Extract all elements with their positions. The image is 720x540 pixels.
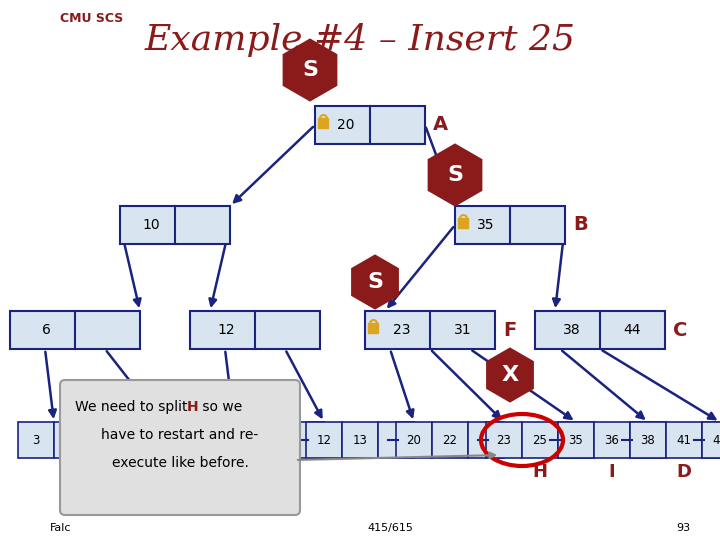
Text: 20: 20 xyxy=(407,434,421,447)
FancyBboxPatch shape xyxy=(486,422,522,458)
Text: 22: 22 xyxy=(443,434,457,447)
Text: X: X xyxy=(501,365,518,385)
FancyBboxPatch shape xyxy=(558,422,594,458)
Text: 23: 23 xyxy=(497,434,511,447)
Text: 41: 41 xyxy=(677,434,691,447)
FancyBboxPatch shape xyxy=(630,422,666,458)
Text: 12: 12 xyxy=(317,434,331,447)
FancyBboxPatch shape xyxy=(162,422,198,458)
Text: S: S xyxy=(447,165,463,185)
Text: C: C xyxy=(673,321,688,340)
FancyBboxPatch shape xyxy=(90,422,126,458)
Text: 3: 3 xyxy=(32,434,40,447)
FancyBboxPatch shape xyxy=(558,422,594,458)
Text: 4: 4 xyxy=(68,434,76,447)
Text: H: H xyxy=(533,463,547,481)
FancyBboxPatch shape xyxy=(378,422,414,458)
Text: 12: 12 xyxy=(217,323,235,337)
FancyBboxPatch shape xyxy=(190,311,320,349)
Text: 9: 9 xyxy=(176,434,184,447)
Text: 35: 35 xyxy=(569,434,583,447)
Text: I: I xyxy=(608,463,616,481)
Polygon shape xyxy=(487,349,533,401)
Text: 31: 31 xyxy=(454,323,472,337)
FancyBboxPatch shape xyxy=(702,422,720,458)
Polygon shape xyxy=(284,40,336,100)
FancyBboxPatch shape xyxy=(60,380,300,515)
FancyBboxPatch shape xyxy=(216,422,252,458)
FancyBboxPatch shape xyxy=(315,106,425,144)
FancyBboxPatch shape xyxy=(342,422,378,458)
FancyBboxPatch shape xyxy=(535,311,665,349)
FancyBboxPatch shape xyxy=(666,422,702,458)
FancyBboxPatch shape xyxy=(522,422,558,458)
FancyBboxPatch shape xyxy=(306,422,342,458)
FancyBboxPatch shape xyxy=(365,311,495,349)
Text: 38: 38 xyxy=(562,323,580,337)
Text: 23: 23 xyxy=(392,323,410,337)
FancyBboxPatch shape xyxy=(120,206,230,244)
Polygon shape xyxy=(429,145,481,205)
Text: A: A xyxy=(433,116,448,134)
FancyBboxPatch shape xyxy=(54,422,90,458)
FancyBboxPatch shape xyxy=(126,422,162,458)
FancyBboxPatch shape xyxy=(252,422,288,458)
Text: B: B xyxy=(573,215,588,234)
FancyBboxPatch shape xyxy=(288,422,324,458)
FancyBboxPatch shape xyxy=(630,422,666,458)
Text: 35: 35 xyxy=(477,218,495,232)
Text: 93: 93 xyxy=(676,523,690,533)
Text: 44: 44 xyxy=(713,434,720,447)
Text: 6: 6 xyxy=(140,434,148,447)
Text: Example #4 – Insert 25: Example #4 – Insert 25 xyxy=(145,23,575,57)
Text: S: S xyxy=(367,272,383,292)
Text: 11: 11 xyxy=(263,434,277,447)
Text: 10: 10 xyxy=(227,434,241,447)
Text: 6: 6 xyxy=(42,323,51,337)
Text: 25: 25 xyxy=(533,434,547,447)
FancyBboxPatch shape xyxy=(702,422,720,458)
Text: so we: so we xyxy=(198,400,242,414)
Text: execute like before.: execute like before. xyxy=(112,456,248,470)
FancyBboxPatch shape xyxy=(198,422,234,458)
Text: We need to split: We need to split xyxy=(75,400,192,414)
Text: have to restart and re-: have to restart and re- xyxy=(102,428,258,442)
Text: F: F xyxy=(503,321,516,340)
Text: H: H xyxy=(187,400,199,414)
Text: 10: 10 xyxy=(142,218,160,232)
Polygon shape xyxy=(353,256,397,308)
FancyBboxPatch shape xyxy=(468,422,504,458)
FancyBboxPatch shape xyxy=(18,422,54,458)
FancyBboxPatch shape xyxy=(396,422,432,458)
Text: 13: 13 xyxy=(353,434,367,447)
Text: CMU SCS: CMU SCS xyxy=(60,12,123,25)
FancyBboxPatch shape xyxy=(455,206,565,244)
Text: 20: 20 xyxy=(337,118,354,132)
Text: 415/615: 415/615 xyxy=(367,523,413,533)
Text: 38: 38 xyxy=(641,434,655,447)
Text: 44: 44 xyxy=(624,323,642,337)
Text: 36: 36 xyxy=(605,434,619,447)
Text: S: S xyxy=(302,60,318,80)
Text: D: D xyxy=(677,463,691,481)
Text: Falc: Falc xyxy=(50,523,71,533)
FancyBboxPatch shape xyxy=(10,311,140,349)
FancyBboxPatch shape xyxy=(594,422,630,458)
FancyBboxPatch shape xyxy=(432,422,468,458)
